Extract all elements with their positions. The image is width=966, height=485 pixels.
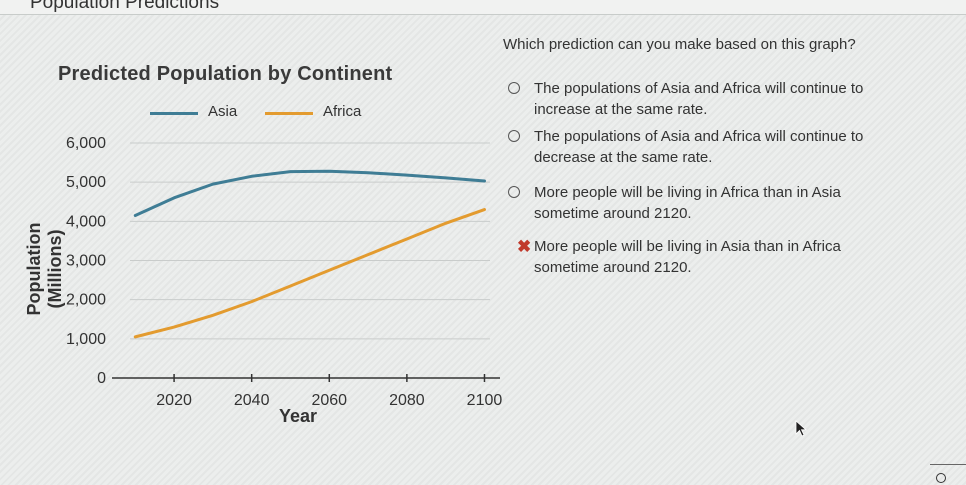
corner-circle-icon — [936, 473, 946, 483]
mouse-cursor-icon — [795, 420, 808, 437]
x-tick-label-2: 2060 — [311, 392, 347, 409]
page-title: Population Predictions — [30, 0, 220, 13]
x-tick-label-3: 2080 — [389, 392, 425, 409]
y-tick-label-0: 0 — [97, 370, 106, 387]
answer-option-text: More people will be living in Asia than … — [534, 236, 924, 278]
answer-option-text: The populations of Asia and Africa will … — [534, 126, 924, 168]
legend-label-africa: Africa — [323, 103, 362, 120]
answer-option-line: sometime around 2120. — [534, 259, 692, 276]
legend-swatch-asia — [150, 112, 198, 115]
chart-title: Predicted Population by Continent — [58, 63, 393, 85]
answer-option-line: sometime around 2120. — [534, 205, 692, 222]
y-tick-label-1: 1,000 — [66, 331, 106, 348]
corner-divider — [930, 464, 966, 465]
question-prompt: Which prediction can you make based on t… — [503, 36, 856, 53]
answer-option-line: increase at the same rate. — [534, 101, 708, 118]
x-tick-label-4: 2100 — [467, 392, 503, 409]
answer-option-text: The populations of Asia and Africa will … — [534, 78, 924, 120]
answer-option-line: decrease at the same rate. — [534, 149, 713, 166]
population-line-chart: 0 1,000 2,000 3,000 4,000 5,000 6,000 2020 2040 2… — [66, 135, 503, 426]
y-tick-label-5: 5,000 — [66, 174, 106, 191]
series-line-africa — [133, 208, 486, 339]
radio-button-icon[interactable] — [508, 82, 520, 94]
x-mark-icon[interactable]: ✖ — [517, 237, 532, 256]
radio-button-icon[interactable] — [508, 186, 520, 198]
series-line-asia — [133, 169, 486, 217]
y-tick-label-2: 2,000 — [66, 292, 106, 309]
radio-button-icon[interactable] — [508, 130, 520, 142]
y-tick-label-4: 4,000 — [66, 213, 106, 230]
x-tick-label-0: 2020 — [156, 392, 192, 409]
answer-option-line: More people will be living in Africa tha… — [534, 184, 841, 201]
answer-option-line: The populations of Asia and Africa will … — [534, 128, 864, 145]
legend-label-asia: Asia — [208, 103, 238, 120]
y-tick-label-3: 3,000 — [66, 253, 106, 270]
legend-swatch-africa — [265, 112, 313, 115]
x-tick-label-1: 2040 — [234, 392, 270, 409]
answer-option-text: More people will be living in Africa tha… — [534, 182, 924, 224]
answer-option-line: The populations of Asia and Africa will … — [534, 80, 864, 97]
x-axis-label: Year — [279, 406, 317, 426]
header-bar: Population Predictions — [0, 0, 966, 15]
answer-option-line: More people will be living in Asia than … — [534, 238, 841, 255]
y-tick-label-6: 6,000 — [66, 135, 106, 152]
